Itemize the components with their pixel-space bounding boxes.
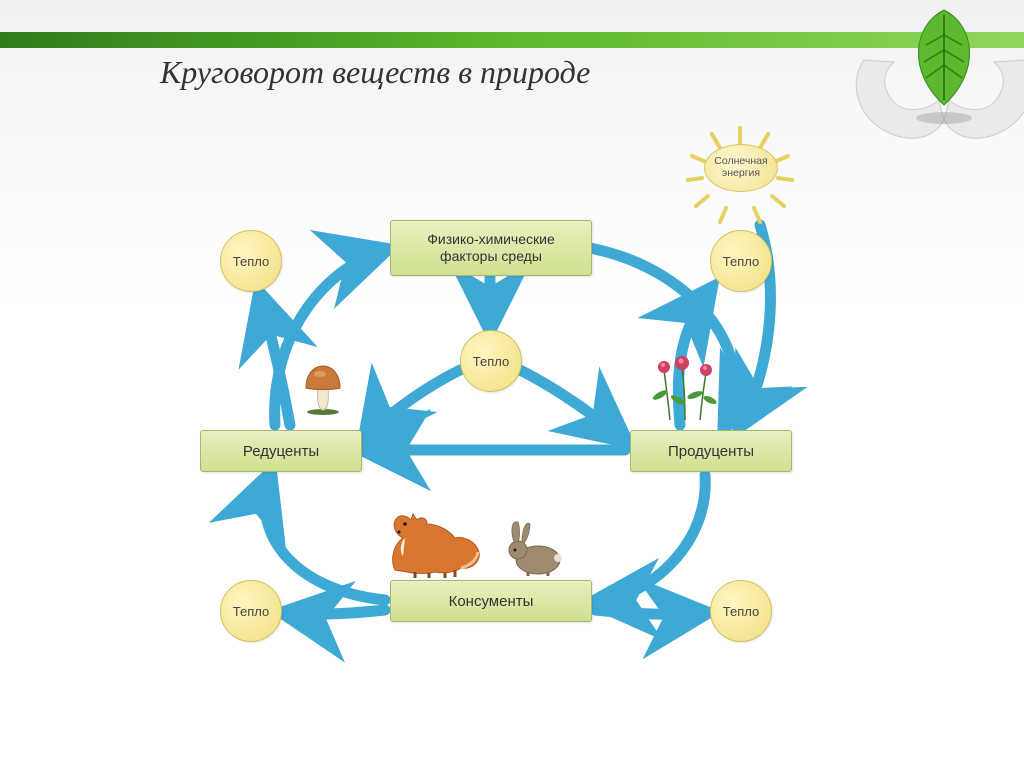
- rabbit-icon: [500, 510, 570, 580]
- mushroom-icon: [300, 360, 346, 416]
- box-consumers-label: Консументы: [449, 593, 534, 610]
- arrow-decomposers-to-heat-tl: [260, 295, 290, 425]
- box-producers-label: Продуценты: [668, 443, 754, 460]
- box-consumers: Консументы: [390, 580, 592, 622]
- box-factors: Физико-химические факторы среды: [390, 220, 592, 276]
- arrow-consumers-to-heat-bl: [285, 610, 385, 614]
- sun-label: Солнечная энергия: [714, 156, 767, 179]
- arrow-consumers-to-heat-br: [595, 610, 705, 614]
- cycle-diagram: Физико-химические факторы среды Продуцен…: [120, 130, 880, 690]
- arrow-heat-c-to-decomposers: [365, 370, 460, 440]
- page-title: Круговорот веществ в природе: [160, 54, 590, 91]
- arrow-consumers-to-decomposers: [265, 475, 385, 600]
- heat-label: Тепло: [723, 254, 759, 269]
- flowers-icon: [640, 345, 730, 425]
- arrow-producers-to-consumers: [595, 475, 705, 602]
- heat-label: Тепло: [723, 604, 759, 619]
- box-decomposers: Редуценты: [200, 430, 362, 472]
- hands-leaf-decoration: [844, 0, 1024, 150]
- heat-top-left: Тепло: [220, 230, 282, 292]
- box-decomposers-label: Редуценты: [243, 443, 319, 460]
- box-producers: Продуценты: [630, 430, 792, 472]
- box-factors-label: Физико-химические факторы среды: [427, 231, 555, 265]
- heat-label: Тепло: [473, 354, 509, 369]
- heat-label: Тепло: [233, 604, 269, 619]
- arrow-heat-c-to-producers: [520, 370, 625, 440]
- fox-icon: [385, 490, 485, 580]
- heat-bot-left: Тепло: [220, 580, 282, 642]
- heat-center: Тепло: [460, 330, 522, 392]
- heat-label: Тепло: [233, 254, 269, 269]
- sun-icon: Солнечная энергия: [680, 120, 800, 230]
- heat-bot-right: Тепло: [710, 580, 772, 642]
- heat-top-right: Тепло: [710, 230, 772, 292]
